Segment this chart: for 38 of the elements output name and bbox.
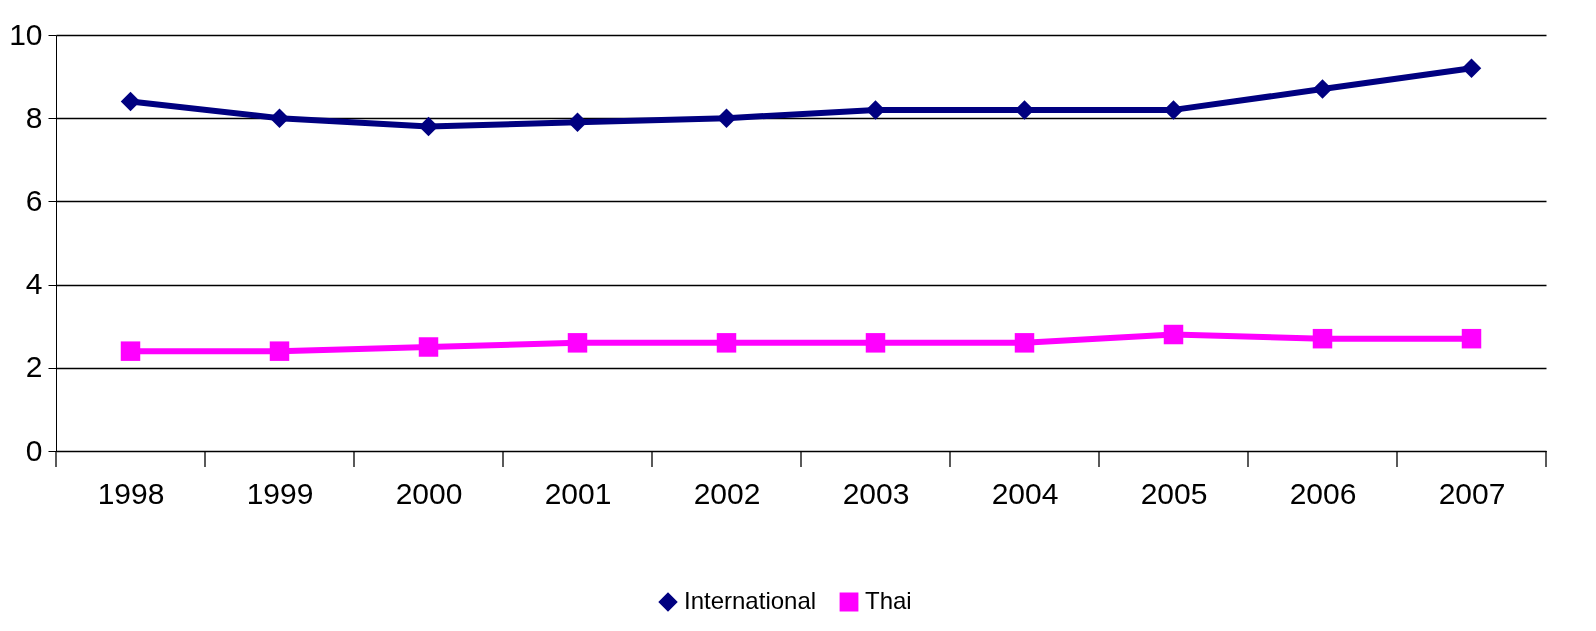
point — [865, 100, 886, 120]
y-tick-label: 0 — [25, 433, 43, 467]
y-tick-label: 6 — [25, 183, 43, 217]
point — [120, 91, 141, 112]
point — [418, 116, 439, 137]
point — [269, 341, 290, 361]
legend-label: Thai — [865, 587, 912, 614]
point — [418, 337, 439, 357]
point — [567, 333, 588, 353]
y-tick-label: 8 — [25, 100, 43, 134]
x-tick-label: 2006 — [1289, 476, 1357, 510]
point — [1312, 79, 1333, 99]
x-tick-label: 2003 — [842, 476, 910, 510]
point — [716, 108, 737, 128]
point — [1461, 58, 1482, 79]
y-tick-label: 4 — [25, 267, 43, 301]
point — [1312, 328, 1333, 349]
point — [1163, 324, 1184, 345]
x-tick-label: 1999 — [246, 476, 314, 510]
x-tick-label: 2004 — [991, 476, 1059, 510]
point — [1163, 100, 1184, 120]
x-tick-label: 2001 — [544, 476, 612, 510]
point — [120, 341, 141, 361]
point — [1014, 333, 1035, 353]
point — [1014, 100, 1035, 120]
x-tick-label: 2007 — [1438, 476, 1506, 510]
legend-label: International — [684, 587, 817, 614]
point — [865, 333, 886, 353]
point — [716, 333, 737, 353]
point — [269, 108, 290, 128]
y-tick-label: 2 — [25, 350, 43, 384]
point — [1461, 328, 1482, 349]
y-tick-label: 10 — [9, 17, 43, 51]
x-tick-label: 2002 — [693, 476, 761, 510]
x-tick-label: 2005 — [1140, 476, 1208, 510]
x-tick-label: 2000 — [395, 476, 463, 510]
point — [567, 112, 588, 133]
x-tick-label: 1998 — [97, 476, 165, 510]
